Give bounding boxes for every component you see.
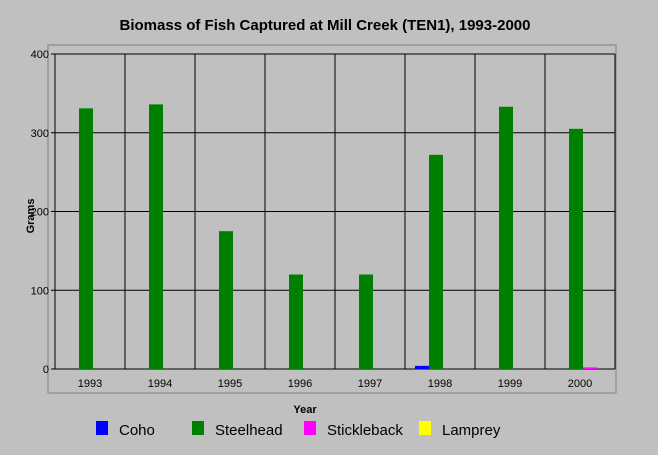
bar-steelhead-1999 bbox=[499, 106, 513, 369]
x-tick-label: 1997 bbox=[358, 378, 382, 390]
bar-steelhead-1994 bbox=[149, 104, 163, 370]
y-tick-label: 200 bbox=[31, 207, 49, 219]
y-tick-label: 300 bbox=[31, 128, 49, 140]
x-tick-label: 1994 bbox=[148, 378, 172, 390]
y-tick-labels: 0 100 200 300 400 bbox=[31, 49, 49, 376]
y-tick-label: 0 bbox=[43, 364, 49, 376]
plot-frame bbox=[47, 44, 617, 394]
x-tick-labels: 1993 1994 1995 1996 1997 1998 1999 2000 bbox=[78, 378, 592, 390]
legend-label-steelhead: Steelhead bbox=[215, 422, 283, 439]
bar-steelhead-1998 bbox=[429, 154, 443, 369]
x-tick-label: 2000 bbox=[568, 378, 592, 390]
x-tick-label: 1999 bbox=[498, 378, 522, 390]
legend-swatch-steelhead bbox=[192, 421, 204, 435]
bar-steelhead-1997 bbox=[359, 274, 373, 369]
bar-steelhead-1995 bbox=[219, 231, 233, 369]
x-tick-label: 1996 bbox=[288, 378, 312, 390]
legend-swatch-lamprey bbox=[419, 421, 431, 435]
y-axis-label: Grams bbox=[25, 199, 37, 234]
legend-swatch-stickleback bbox=[304, 421, 316, 435]
y-tick-label: 400 bbox=[31, 49, 49, 61]
legend-label-coho: Coho bbox=[119, 422, 155, 439]
bar-coho-1998 bbox=[415, 365, 429, 369]
bar-steelhead-1993 bbox=[79, 108, 93, 370]
x-tick-label: 1995 bbox=[218, 378, 242, 390]
legend: Coho Steelhead Stickleback Lamprey bbox=[96, 421, 501, 439]
bar-stickleback-2000 bbox=[583, 367, 597, 369]
bar-steelhead-1996 bbox=[289, 274, 303, 369]
grid-lines bbox=[51, 53, 616, 370]
chart-title: Biomass of Fish Captured at Mill Creek (… bbox=[120, 17, 531, 34]
x-tick-label: 1993 bbox=[78, 378, 102, 390]
legend-label-stickleback: Stickleback bbox=[327, 422, 403, 439]
bars bbox=[79, 104, 597, 370]
legend-swatch-coho bbox=[96, 421, 108, 435]
legend-label-lamprey: Lamprey bbox=[442, 422, 501, 439]
bar-steelhead-2000 bbox=[569, 128, 583, 369]
y-tick-label: 100 bbox=[31, 285, 49, 297]
x-axis-label: Year bbox=[293, 404, 317, 416]
x-tick-label: 1998 bbox=[428, 378, 452, 390]
